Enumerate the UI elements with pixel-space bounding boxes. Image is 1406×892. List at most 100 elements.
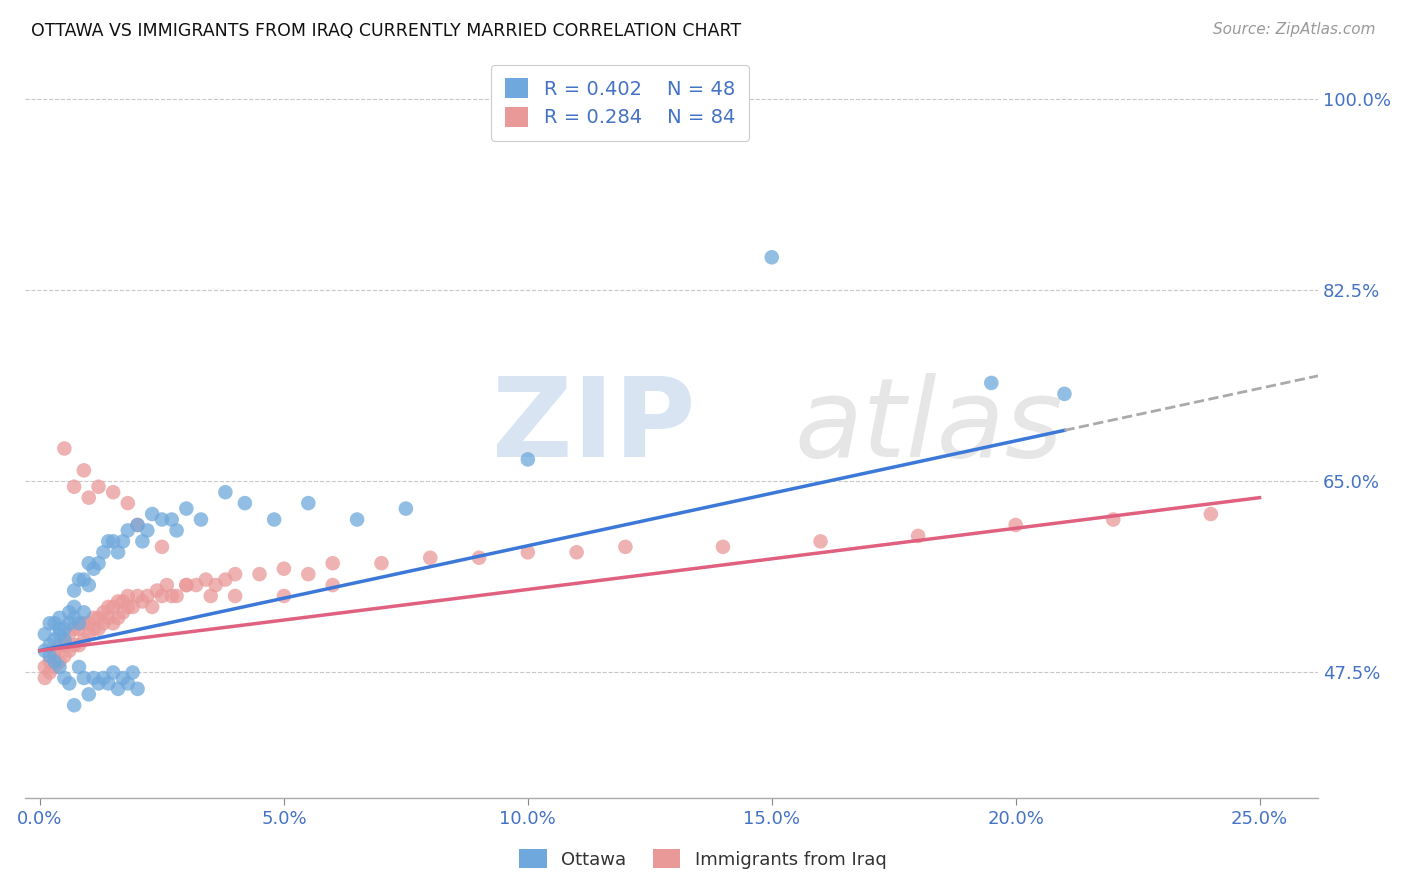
Point	[184, 578, 207, 592]
Point	[150, 589, 173, 603]
Point	[77, 556, 100, 570]
Point	[111, 606, 134, 620]
Point	[48, 660, 70, 674]
Point	[117, 496, 139, 510]
Point	[166, 524, 188, 538]
Point	[53, 638, 76, 652]
Point	[87, 611, 110, 625]
Point	[111, 534, 134, 549]
Point	[48, 622, 70, 636]
Point	[249, 567, 271, 582]
Point	[83, 611, 105, 625]
Point	[101, 534, 124, 549]
Point	[516, 452, 538, 467]
Legend: Ottawa, Immigrants from Iraq: Ottawa, Immigrants from Iraq	[512, 842, 894, 876]
Point	[48, 611, 70, 625]
Point	[101, 665, 124, 680]
Point	[77, 491, 100, 505]
Point	[166, 589, 188, 603]
Point	[58, 606, 80, 620]
Point	[907, 529, 929, 543]
Point	[93, 545, 115, 559]
Point	[1004, 518, 1026, 533]
Point	[224, 567, 246, 582]
Point	[34, 627, 56, 641]
Point	[150, 512, 173, 526]
Point	[58, 616, 80, 631]
Point	[395, 501, 418, 516]
Point	[93, 616, 115, 631]
Point	[107, 594, 129, 608]
Point	[117, 524, 139, 538]
Point	[322, 556, 344, 570]
Point	[614, 540, 637, 554]
Point	[107, 545, 129, 559]
Point	[44, 655, 66, 669]
Point	[117, 599, 139, 614]
Text: OTTAWA VS IMMIGRANTS FROM IRAQ CURRENTLY MARRIED CORRELATION CHART: OTTAWA VS IMMIGRANTS FROM IRAQ CURRENTLY…	[31, 22, 741, 40]
Point	[980, 376, 1002, 390]
Point	[77, 616, 100, 631]
Point	[101, 599, 124, 614]
Point	[224, 589, 246, 603]
Point	[117, 589, 139, 603]
Point	[67, 660, 90, 674]
Point	[190, 512, 212, 526]
Point	[63, 698, 86, 713]
Point	[127, 518, 149, 533]
Point	[87, 676, 110, 690]
Point	[1102, 512, 1125, 526]
Point	[160, 589, 183, 603]
Legend: R = 0.402    N = 48, R = 0.284    N = 84: R = 0.402 N = 48, R = 0.284 N = 84	[491, 65, 749, 141]
Point	[200, 589, 222, 603]
Point	[117, 676, 139, 690]
Point	[141, 599, 163, 614]
Point	[44, 660, 66, 674]
Point	[1053, 387, 1076, 401]
Point	[58, 627, 80, 641]
Point	[73, 573, 96, 587]
Point	[93, 606, 115, 620]
Point	[111, 594, 134, 608]
Point	[263, 512, 285, 526]
Point	[38, 649, 60, 664]
Point	[176, 578, 198, 592]
Point	[93, 671, 115, 685]
Point	[1199, 507, 1222, 521]
Point	[127, 518, 149, 533]
Point	[121, 665, 143, 680]
Point	[73, 616, 96, 631]
Point	[63, 638, 86, 652]
Point	[53, 649, 76, 664]
Point	[297, 567, 319, 582]
Point	[273, 562, 295, 576]
Point	[83, 671, 105, 685]
Point	[136, 589, 159, 603]
Point	[67, 573, 90, 587]
Point	[107, 681, 129, 696]
Point	[176, 501, 198, 516]
Point	[44, 643, 66, 657]
Point	[87, 622, 110, 636]
Point	[63, 583, 86, 598]
Point	[77, 687, 100, 701]
Point	[87, 556, 110, 570]
Point	[87, 480, 110, 494]
Point	[38, 616, 60, 631]
Point	[83, 622, 105, 636]
Point	[121, 599, 143, 614]
Point	[101, 485, 124, 500]
Point	[53, 632, 76, 647]
Text: atlas: atlas	[794, 373, 1063, 480]
Point	[44, 616, 66, 631]
Point	[38, 638, 60, 652]
Point	[67, 638, 90, 652]
Point	[136, 524, 159, 538]
Point	[63, 611, 86, 625]
Point	[127, 681, 149, 696]
Point	[53, 442, 76, 456]
Point	[97, 599, 120, 614]
Point	[34, 671, 56, 685]
Point	[214, 485, 236, 500]
Point	[131, 594, 153, 608]
